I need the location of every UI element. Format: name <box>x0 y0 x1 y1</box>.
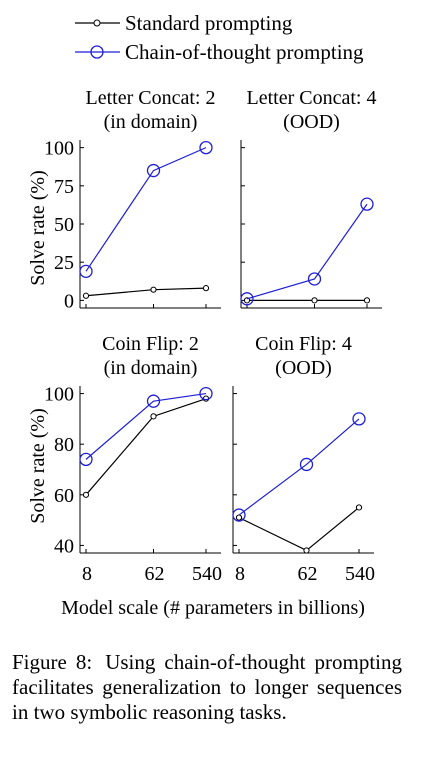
cot-point <box>146 163 161 178</box>
y-tick-label: 100 <box>44 138 74 160</box>
y-tick-label: 100 <box>44 384 74 406</box>
cot-point <box>199 140 213 155</box>
chart-title-line-2: (OOD) <box>283 111 340 133</box>
standard-series-line <box>85 287 207 297</box>
chart-title-line-1: Letter Concat: 2 <box>86 87 216 109</box>
standard-point <box>311 297 318 304</box>
chart-title-line-2: (in domain) <box>104 357 198 379</box>
cot-point <box>146 394 161 408</box>
cot-point <box>352 412 366 426</box>
legend: Standard prompting Chain-of-thought prom… <box>75 11 364 64</box>
chart-panel-2: Letter Concat: 4(OOD) <box>240 87 382 309</box>
y-axis-label-top: Solve rate (%) <box>27 170 49 286</box>
cot-point <box>232 508 246 522</box>
chart-panel-3: Coin Flip: 2(in domain) 40 60 80 100 8 62 540 <box>44 333 222 585</box>
cot-point <box>299 457 314 472</box>
y-tick-label: 60 <box>54 485 74 507</box>
chart-panel-4: Coin Flip: 4(OOD) 8 62 540 <box>232 333 375 585</box>
y-tick-label: 0 <box>64 290 74 312</box>
standard-point <box>303 547 310 554</box>
cot-series-line <box>85 392 207 460</box>
legend-standard: Standard prompting <box>75 11 293 35</box>
cot-point <box>199 386 213 401</box>
standard-point <box>82 292 90 299</box>
x-tick-label: 62 <box>298 563 318 585</box>
standard-series-line <box>85 398 207 496</box>
chart-title-line-1: Coin Flip: 2 <box>102 333 199 355</box>
figure: Standard prompting Chain-of-thought prom… <box>27 11 382 619</box>
chart-title-line-2: (in domain) <box>104 111 198 133</box>
x-tick-label: 8 <box>82 563 92 585</box>
y-tick-label: 50 <box>54 214 74 236</box>
caption-text: Using chain-of-thought prompting facilit… <box>12 650 402 724</box>
cot-series-line <box>246 203 368 300</box>
legend-cot-label: Chain-of-thought prompting <box>125 40 364 64</box>
caption-label: Figure 8: <box>12 650 93 674</box>
cot-series-line <box>238 418 360 516</box>
x-axis-label: Model scale (# parameters in billions) <box>61 597 365 619</box>
y-tick-label: 75 <box>54 176 74 198</box>
cot-point <box>360 197 374 211</box>
chart-title-line-1: Letter Concat: 4 <box>247 87 377 109</box>
cot-point <box>79 264 93 278</box>
standard-point <box>82 491 90 498</box>
standard-point <box>150 413 157 420</box>
cot-point <box>79 452 93 467</box>
x-tick-label: 540 <box>345 563 375 585</box>
standard-point <box>235 514 243 521</box>
legend-cot: Chain-of-thought prompting <box>75 40 364 64</box>
standard-point <box>363 297 371 304</box>
cot-point <box>240 292 254 306</box>
chart-title-line-2: (OOD) <box>275 357 332 379</box>
x-tick-label: 8 <box>235 563 245 585</box>
standard-point <box>202 285 210 292</box>
legend-standard-label: Standard prompting <box>125 11 293 35</box>
y-tick-label: 80 <box>54 434 74 456</box>
cot-series-line <box>85 147 207 272</box>
standard-series-line <box>238 506 360 552</box>
chart-title-line-1: Coin Flip: 4 <box>255 333 352 355</box>
chart-panel-1: Letter Concat: 2(in domain) 0 25 50 75 100 <box>44 87 221 312</box>
figure-caption: Figure 8: Using chain-of-thought prompti… <box>12 650 402 725</box>
y-axis-label-bottom: Solve rate (%) <box>27 408 49 524</box>
y-tick-label: 40 <box>54 535 74 557</box>
standard-point <box>355 504 363 511</box>
x-tick-label: 540 <box>192 563 222 585</box>
y-tick-label: 25 <box>54 252 74 274</box>
x-tick-label: 62 <box>145 563 165 585</box>
cot-point <box>307 272 322 286</box>
standard-point <box>150 286 157 293</box>
